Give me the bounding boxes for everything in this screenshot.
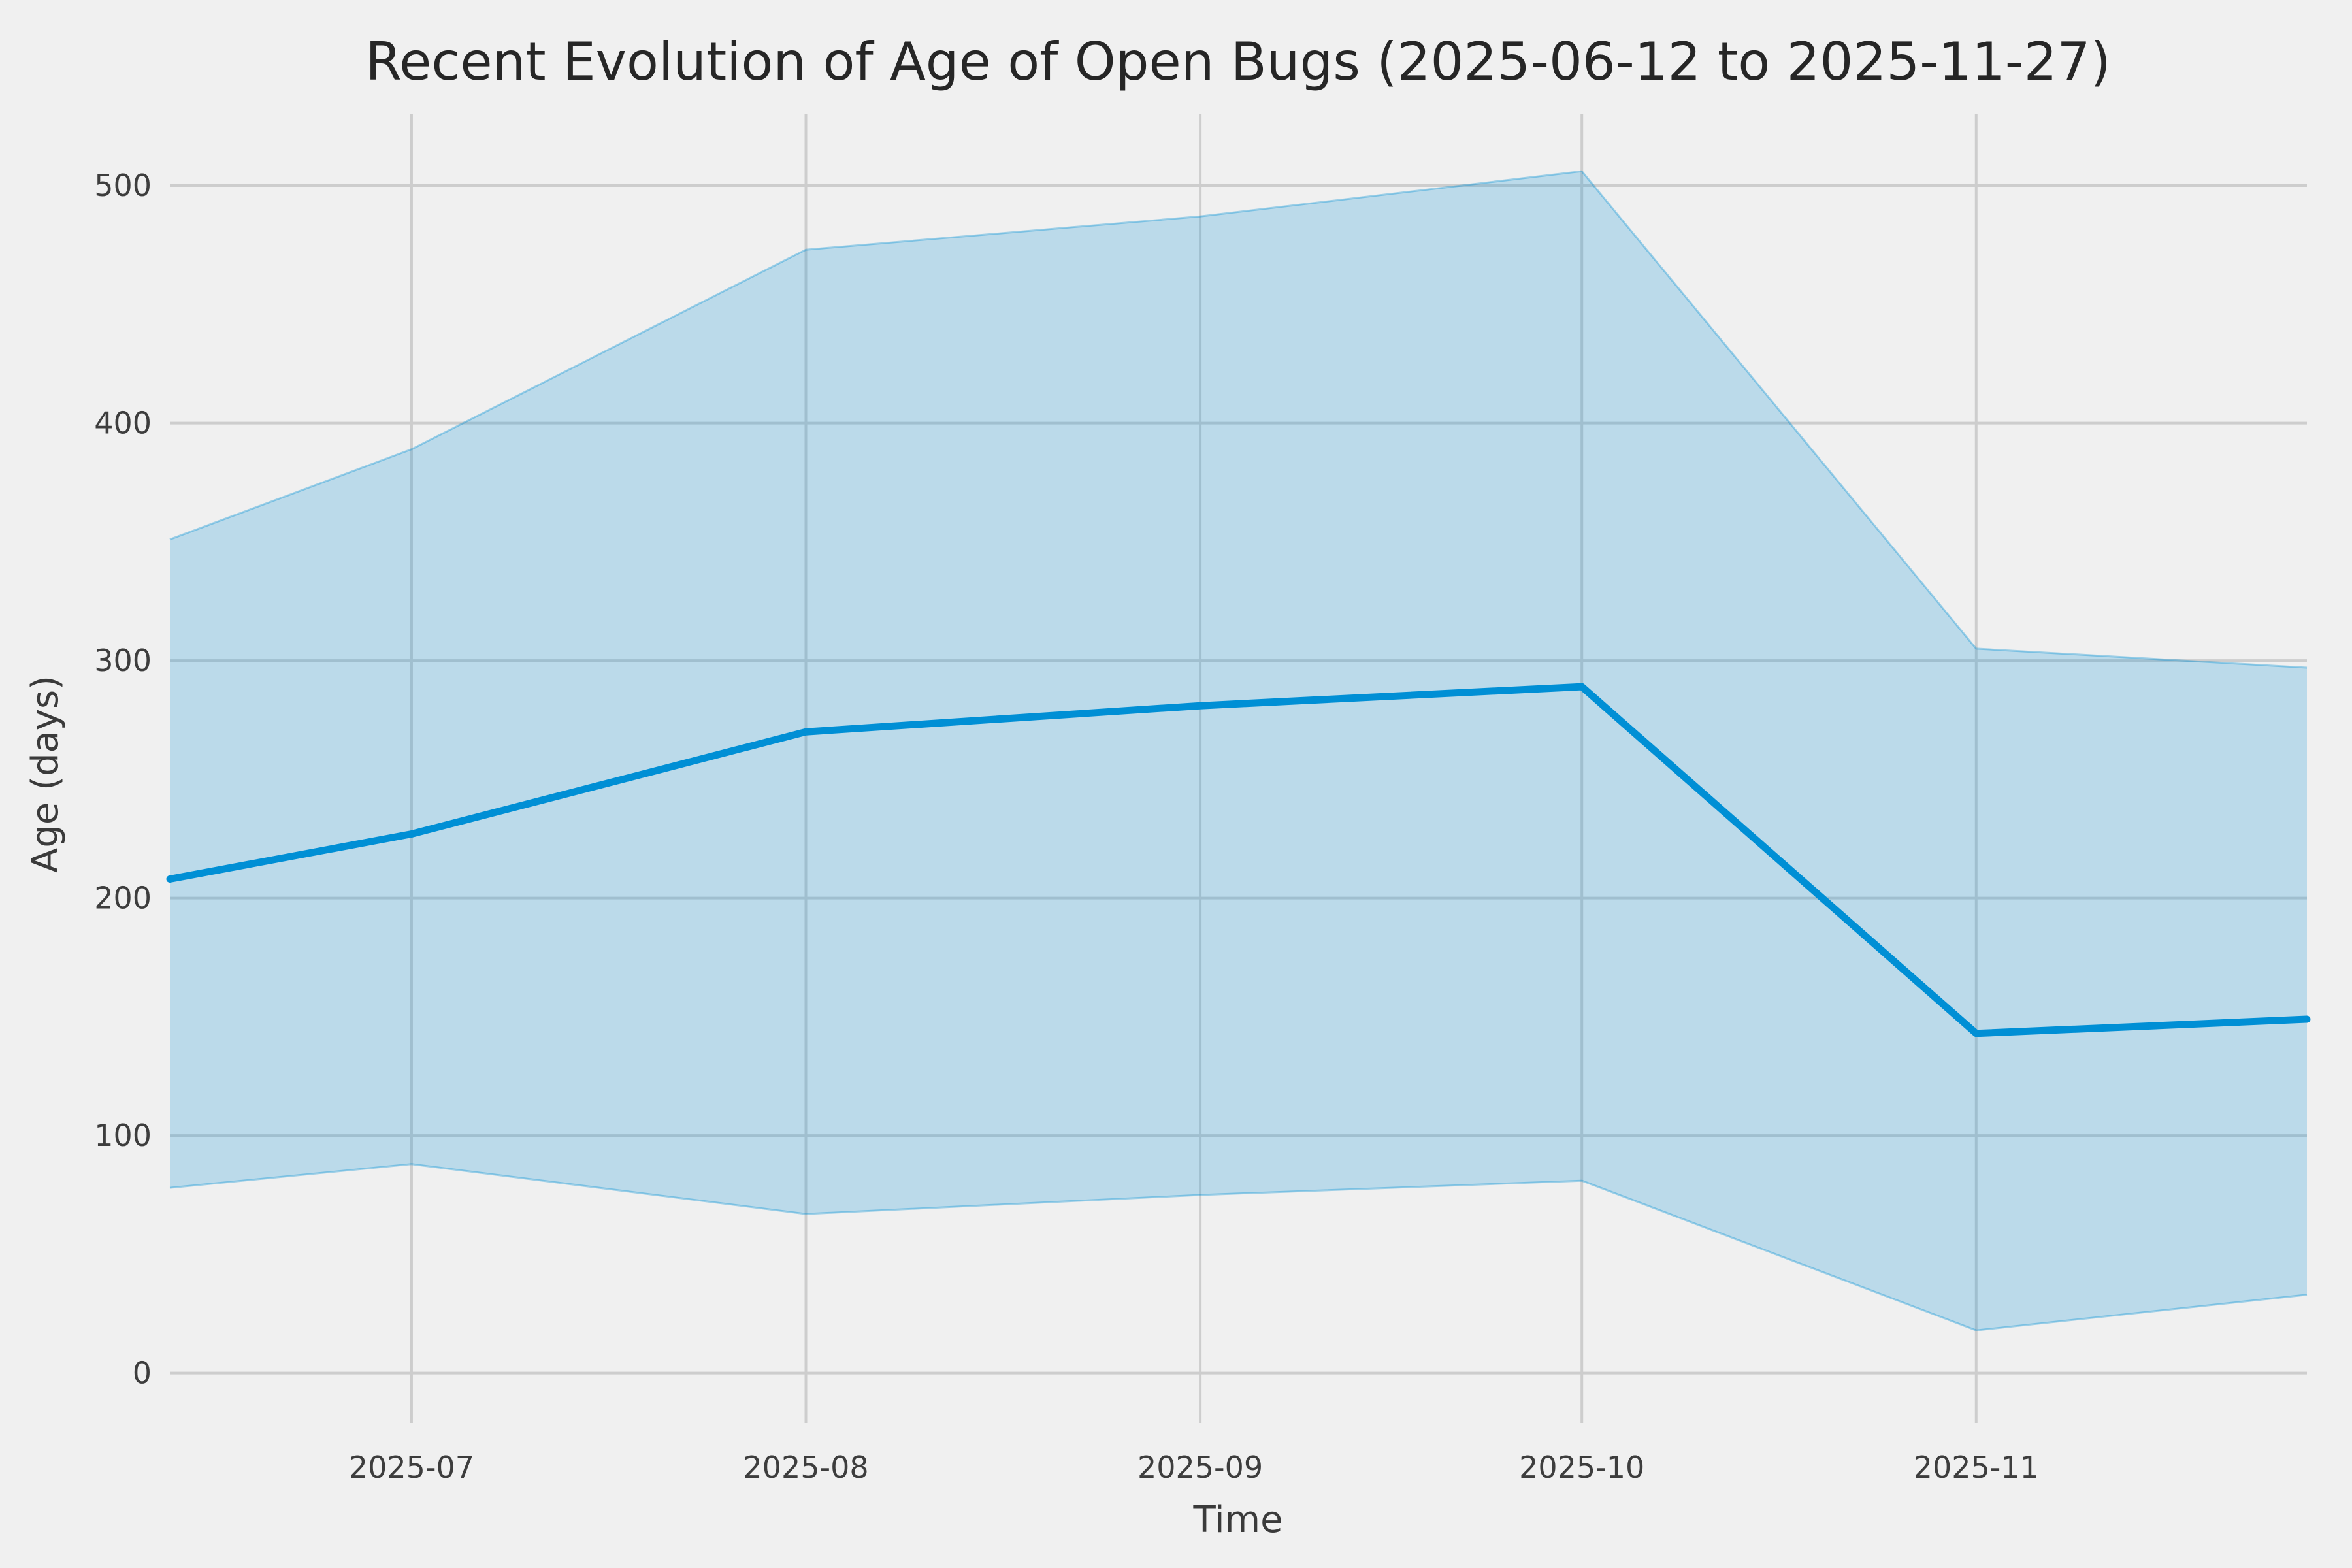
y-tick-label-400: 400: [94, 406, 152, 441]
x-axis-label: Time: [1192, 1499, 1282, 1541]
chart-title: Recent Evolution of Age of Open Bugs (20…: [365, 31, 2111, 92]
band-upper-edge-line: [169, 170, 2308, 669]
x-tick-label-2025-11: 2025-11: [1914, 1450, 2039, 1485]
x-tick-label-2025-10: 2025-10: [1519, 1450, 1644, 1485]
median-line: [166, 683, 2311, 1037]
y-tick-label-0: 0: [133, 1356, 152, 1391]
y-axis-tick-labels: 0 100 200 300 400 500: [94, 168, 152, 1391]
y-axis-label: Age (days): [24, 676, 67, 873]
y-tick-label-300: 300: [94, 643, 152, 678]
y-tick-label-500: 500: [94, 168, 152, 203]
gridlines: [170, 114, 2307, 1423]
x-tick-label-2025-09: 2025-09: [1137, 1450, 1263, 1485]
x-tick-label-2025-07: 2025-07: [349, 1450, 474, 1485]
y-tick-label-100: 100: [94, 1118, 152, 1153]
y-tick-label-200: 200: [94, 881, 152, 916]
confidence-band: [170, 171, 2307, 1331]
x-tick-label-2025-08: 2025-08: [743, 1450, 868, 1485]
x-axis-tick-labels: 2025-07 2025-08 2025-09 2025-10 2025-11: [349, 1450, 2039, 1485]
band-lower-edge-line: [169, 1163, 2308, 1331]
